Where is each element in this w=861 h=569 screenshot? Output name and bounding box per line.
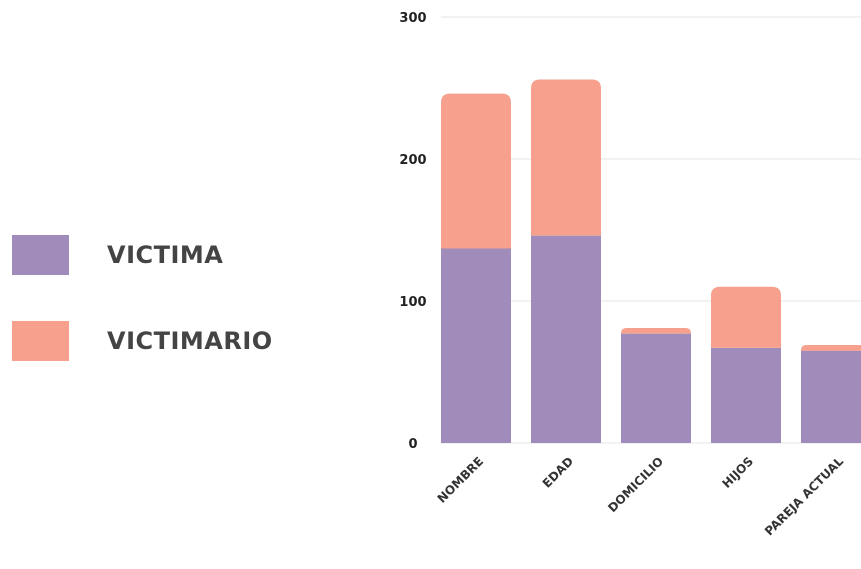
y-tick-label: 300 bbox=[399, 11, 426, 26]
bar-victimario-hijos bbox=[711, 286, 781, 348]
y-tick-label: 0 bbox=[408, 437, 417, 452]
bar-victimario-pareja-actual bbox=[801, 345, 861, 351]
x-tick-label: NOMBRE bbox=[435, 454, 486, 505]
legend-item-victimario: VICTIMARIO bbox=[12, 319, 273, 363]
bar-victima-domicilio bbox=[621, 333, 691, 443]
y-tick-label: 100 bbox=[399, 295, 426, 310]
y-tick-label: 200 bbox=[399, 153, 426, 168]
legend-item-victima: VICTIMA bbox=[12, 233, 273, 277]
x-tick-label: PAREJA ACTUAL bbox=[762, 454, 846, 538]
bar-victimario-nombre bbox=[441, 93, 511, 249]
bar-victima-hijos bbox=[711, 347, 781, 443]
bar-victima-edad bbox=[531, 235, 601, 443]
x-tick-label: HIJOS bbox=[719, 454, 756, 491]
legend-swatch-victima bbox=[12, 235, 69, 275]
legend-label-victimario: VICTIMARIO bbox=[107, 327, 273, 355]
legend-swatch-victimario bbox=[12, 321, 69, 361]
x-tick-label: EDAD bbox=[540, 454, 576, 490]
bar-victimario-domicilio bbox=[621, 327, 691, 334]
bar-victimario-edad bbox=[531, 79, 601, 236]
bar-victima-nombre bbox=[441, 248, 511, 443]
legend: VICTIMA VICTIMARIO bbox=[12, 233, 273, 405]
x-tick-label: DOMICILIO bbox=[605, 454, 666, 515]
bar-victima-pareja-actual bbox=[801, 350, 861, 443]
legend-label-victima: VICTIMA bbox=[107, 241, 224, 269]
